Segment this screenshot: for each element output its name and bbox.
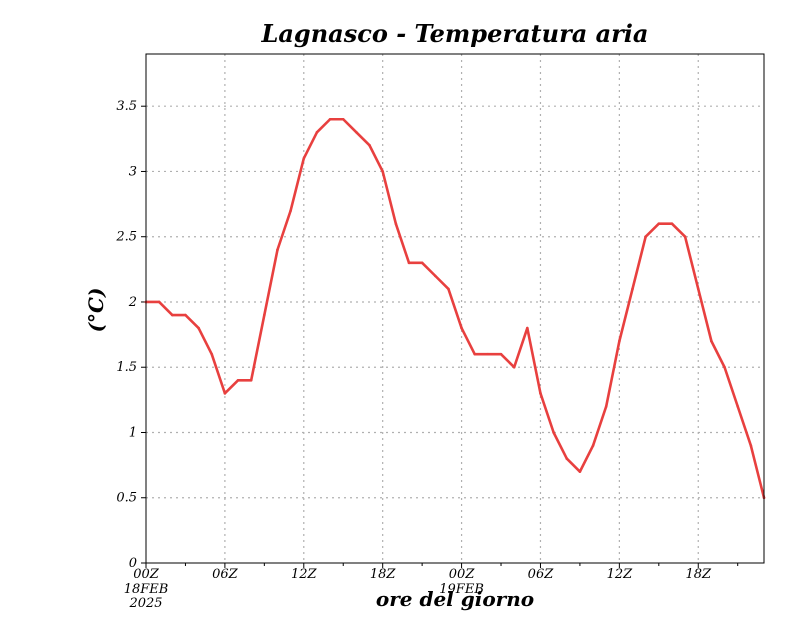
y-tick-label: 1 <box>129 425 137 440</box>
data-point <box>157 300 161 304</box>
x-tick-date-label: 19FEB <box>439 582 484 597</box>
data-point <box>578 470 582 473</box>
grid-lines <box>146 54 764 563</box>
data-point <box>710 339 713 343</box>
data-point <box>670 222 674 225</box>
series-group <box>144 117 766 500</box>
x-tick-label: 06Z <box>212 567 239 582</box>
data-point <box>394 222 398 225</box>
data-point <box>486 352 490 356</box>
data-point <box>526 326 529 330</box>
data-point <box>591 444 595 447</box>
data-point <box>276 248 279 252</box>
x-tick-label: 18Z <box>370 567 397 582</box>
data-point <box>657 222 661 225</box>
y-tick-label: 0.5 <box>116 491 137 506</box>
plot-frame <box>145 53 765 564</box>
data-point <box>565 457 569 460</box>
chart-title: Lagnasco - Temperatura aria <box>261 19 649 48</box>
data-point <box>552 431 555 434</box>
y-tick-label: 3 <box>129 164 137 179</box>
y-tick-label: 1.5 <box>116 360 137 375</box>
data-point <box>749 444 753 447</box>
data-point <box>631 287 634 291</box>
y-axis-label: (°C) <box>84 288 108 333</box>
data-point <box>499 352 503 356</box>
data-point <box>723 365 726 369</box>
data-point <box>683 235 687 239</box>
x-tick-label: 18Z <box>685 567 712 582</box>
data-point <box>447 287 450 291</box>
data-point <box>539 392 542 395</box>
data-point <box>355 131 358 134</box>
data-point <box>236 378 240 382</box>
y-tick-label: 2.5 <box>115 230 137 245</box>
x-tick-date-label: 18FEB <box>124 582 169 597</box>
data-point <box>315 131 319 134</box>
data-point <box>473 352 477 356</box>
data-point <box>302 157 306 160</box>
data-point <box>420 261 424 265</box>
data-point <box>328 117 332 121</box>
data-point <box>341 117 345 121</box>
data-point <box>368 144 371 147</box>
data-point <box>249 378 253 382</box>
x-axis-label: ore del giorno <box>376 587 534 611</box>
data-point <box>210 352 214 356</box>
data-point <box>512 365 516 369</box>
temperature-line <box>144 117 766 500</box>
data-point <box>381 170 384 173</box>
data-point <box>618 339 621 343</box>
x-tick-label: 12Z <box>607 567 634 582</box>
data-point <box>604 405 608 408</box>
x-tick-date-label: 2025 <box>128 596 162 611</box>
data-point <box>460 326 463 330</box>
x-tick-label: 00Z <box>133 567 160 582</box>
data-point <box>433 274 437 278</box>
y-tick-label: 2 <box>128 295 137 310</box>
data-point <box>289 209 292 212</box>
data-point <box>407 261 411 265</box>
data-point <box>170 313 174 317</box>
x-tick-label: 00Z <box>449 567 476 582</box>
y-tick-label: 0 <box>129 556 137 571</box>
y-axis-ticks: 0 0.5 1 1.5 2 2.5 3 3.5 <box>115 99 146 571</box>
data-point <box>184 313 187 317</box>
data-point <box>736 405 740 408</box>
data-point <box>197 326 200 330</box>
x-tick-label: 12Z <box>291 567 318 582</box>
data-point <box>263 313 266 317</box>
data-point <box>644 235 647 239</box>
data-point <box>223 392 227 395</box>
data-point <box>696 287 700 291</box>
x-tick-label: 06Z <box>528 567 555 582</box>
y-tick-label: 3.5 <box>116 99 137 114</box>
